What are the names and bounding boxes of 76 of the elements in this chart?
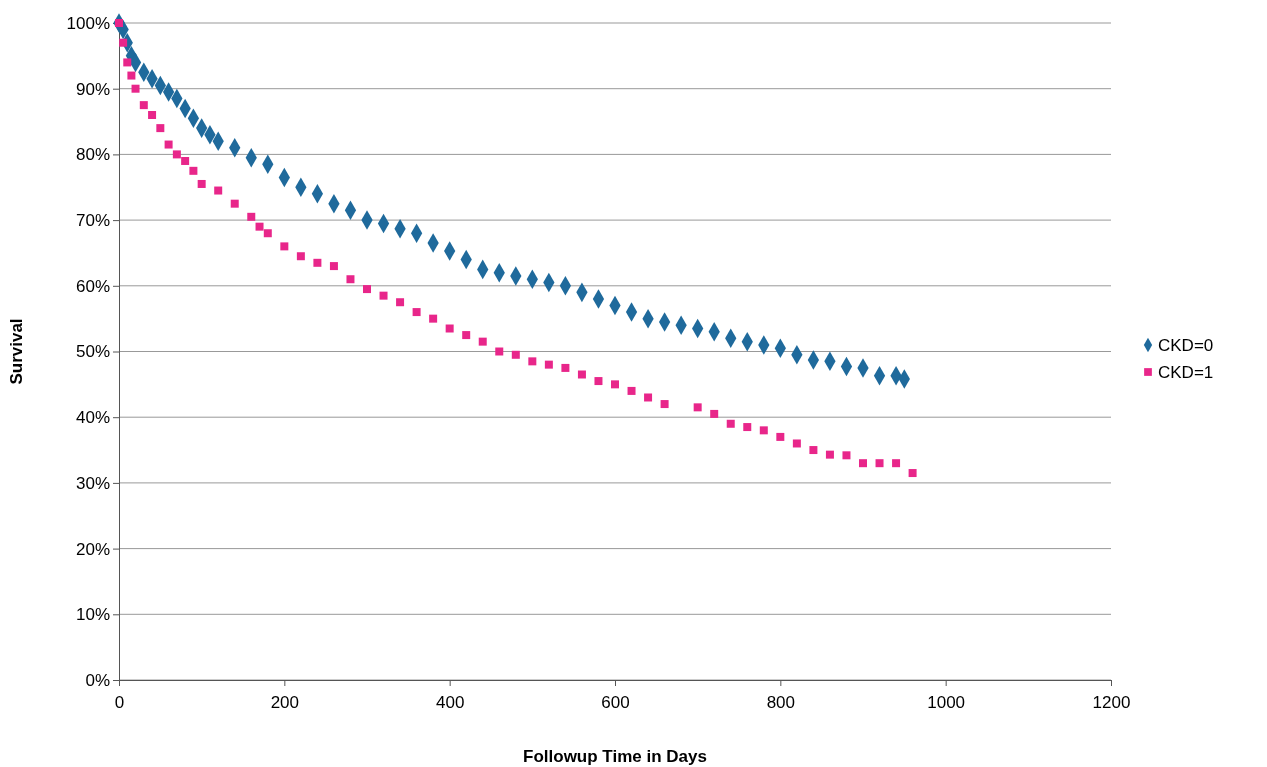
y-tick-label: 100% [66,13,110,33]
point [594,377,603,386]
point [495,347,504,356]
y-tick-label: 90% [75,79,110,99]
y-axis-title: Survival [7,318,26,385]
point [379,291,388,300]
point [214,186,223,195]
x-tick-label: 600 [601,692,630,712]
y-tick-label: 70% [75,211,110,231]
x-tick-label: 400 [435,692,465,712]
x-axis-title: Followup Time in Days [523,747,707,766]
point [693,403,702,412]
x-tick-label: 1000 [927,692,966,712]
point [131,84,140,93]
point [445,324,454,333]
point [627,386,636,395]
y-tick-label: 30% [75,473,110,493]
point [127,71,136,80]
point [908,469,917,478]
y-tick-label: 60% [75,276,110,296]
point [346,275,355,284]
point [644,393,653,402]
point [197,179,206,188]
y-tick-label: 0% [85,670,110,690]
point [478,337,487,346]
point [511,350,520,359]
point [181,156,190,165]
point [263,229,272,238]
point [313,258,322,267]
point [561,363,570,372]
point [825,450,834,459]
point [710,409,719,418]
point [743,423,752,432]
x-tick-label: 200 [270,692,300,712]
point [396,298,405,307]
x-tick-label: 0 [114,692,125,712]
point [726,419,735,428]
point [759,426,768,435]
point [255,222,264,231]
point [230,199,239,208]
point [296,252,305,261]
point [148,110,157,119]
point [139,101,148,110]
x-tick-label: 800 [766,692,796,712]
point [842,451,851,460]
legend-label: CKD=1 [1158,363,1214,382]
point [429,314,438,323]
y-tick-label: 80% [75,145,110,165]
y-tick-label: 40% [75,408,110,428]
point [123,58,132,67]
y-tick-label: 20% [75,539,110,559]
point [660,400,669,409]
point [776,432,785,441]
point [544,360,553,369]
point [412,308,421,317]
y-tick-label: 50% [75,342,110,362]
point [611,380,619,389]
point [892,459,901,468]
point [247,212,256,221]
point [462,331,471,340]
point [792,439,801,448]
y-tick-label: 10% [75,605,110,625]
point [164,140,173,149]
point [172,150,181,159]
point [875,459,884,468]
point [809,446,818,455]
point [189,166,198,175]
point [577,370,586,379]
x-tick-label: 1200 [1092,692,1131,712]
point [859,459,867,468]
legend-label: CKD=0 [1158,336,1214,355]
point [528,357,537,366]
point [156,124,165,133]
point [329,262,338,271]
point [280,242,289,251]
point [363,285,371,294]
